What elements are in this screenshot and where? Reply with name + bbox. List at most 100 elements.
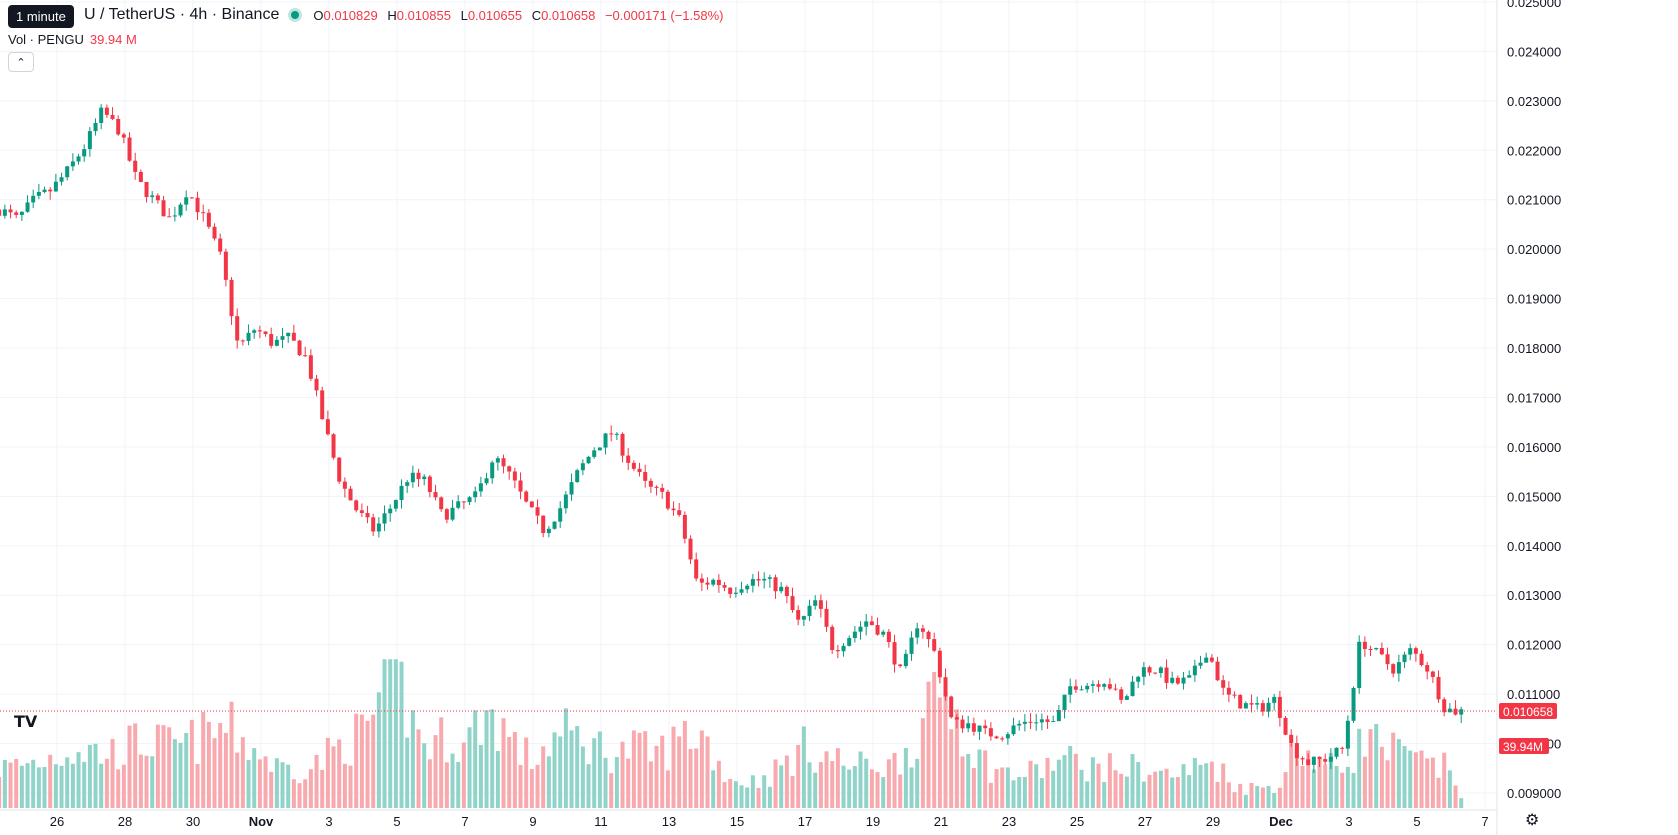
volume-bar <box>439 717 444 808</box>
collapse-legend-button[interactable]: ⌃ <box>8 52 34 72</box>
candle-body <box>303 355 308 357</box>
time-tick-label: 23 <box>1002 814 1016 829</box>
volume-bar <box>858 751 863 808</box>
candle-body <box>716 579 721 586</box>
candle-body <box>1317 756 1322 760</box>
price-tick-label: 0.009000 <box>1507 786 1561 801</box>
volume-bar <box>784 755 789 808</box>
candle-body <box>1073 686 1078 690</box>
tradingview-logo-icon[interactable]: TV <box>14 712 38 731</box>
candle-body <box>473 491 478 498</box>
volume-bar <box>320 769 325 808</box>
volume-bar <box>943 690 948 808</box>
volume-bar <box>1311 769 1316 808</box>
candle-body <box>841 645 846 652</box>
candle-body <box>53 181 58 192</box>
volume-bar <box>433 735 438 808</box>
volume-bar <box>195 764 200 808</box>
time-tick-label: 30 <box>186 814 200 829</box>
candle-body <box>529 501 534 508</box>
volume-bar <box>512 731 517 808</box>
candle-body <box>235 316 240 341</box>
volume-bar <box>1459 798 1464 808</box>
time-tick-label: 11 <box>594 814 608 829</box>
candle-body <box>433 492 438 498</box>
candle-body <box>325 419 330 435</box>
candle-body <box>263 331 268 335</box>
candle-body <box>127 137 132 161</box>
volume-bar <box>1340 772 1345 808</box>
candle-body <box>1022 721 1027 724</box>
candle-body <box>501 458 506 467</box>
volume-bar <box>252 748 257 808</box>
volume-bar <box>1402 746 1407 808</box>
volume-bar <box>597 731 602 808</box>
candle-body <box>1209 657 1214 662</box>
close-label: C <box>531 7 542 23</box>
candle-body <box>1090 684 1095 686</box>
volume-bar <box>121 764 126 808</box>
volume-bar <box>915 758 920 808</box>
volume-bar <box>269 771 274 808</box>
volume-bar <box>1051 770 1056 808</box>
symbol-title[interactable]: U / TetherUS · 4h · Binance <box>84 6 280 23</box>
volume-bar <box>1090 757 1095 808</box>
volume-bar <box>722 782 727 808</box>
volume-bar <box>620 741 625 808</box>
time-tick-label: 27 <box>1138 814 1152 829</box>
volume-bar <box>580 746 585 808</box>
candle-body <box>150 195 155 198</box>
volume-bar <box>818 762 823 808</box>
volume-bar <box>167 727 172 808</box>
volume-bar <box>422 743 427 808</box>
gear-icon[interactable]: ⚙ <box>1525 810 1540 829</box>
volume-bar <box>206 721 211 808</box>
candle-body <box>461 501 466 503</box>
candle-body <box>813 600 818 606</box>
time-tick-label: 7 <box>1481 814 1488 829</box>
volume-bar <box>133 723 138 808</box>
volume-bar <box>240 737 245 808</box>
candle-body <box>694 559 699 579</box>
volume-bar <box>59 765 64 808</box>
candle-body <box>682 514 687 539</box>
volume-bar <box>93 743 98 808</box>
volume-bar <box>161 725 166 808</box>
candle-body <box>65 166 70 178</box>
volume-bar <box>14 759 19 808</box>
candle-body <box>767 577 772 579</box>
candle-body <box>592 450 597 457</box>
volume-bar <box>467 727 472 808</box>
candle-body <box>1102 684 1107 687</box>
candle-body <box>1226 687 1231 695</box>
candle-body <box>229 279 234 317</box>
time-tick-label: 28 <box>118 814 132 829</box>
candle-body <box>563 494 568 509</box>
change-value: −0.000171 (−1.58%) <box>604 7 724 23</box>
time-axis: 26 28 30 Nov 3 5 7 9 11 13 15 17 19 21 23 25 27 29 Dec 3 5 7 <box>0 809 1497 829</box>
volume-bar <box>1102 782 1107 808</box>
candle-body <box>977 725 982 732</box>
volume-bar <box>456 761 461 808</box>
candle-body <box>314 378 319 391</box>
volume-bar <box>223 732 228 808</box>
volume-bar <box>677 736 682 808</box>
time-tick-label: 5 <box>393 814 400 829</box>
volume-bar <box>881 777 886 808</box>
grid <box>0 0 1497 810</box>
candle-body <box>1119 689 1124 700</box>
volume-bar <box>648 761 653 808</box>
candle-body <box>416 472 421 480</box>
volume-bars <box>0 659 1464 808</box>
volume-bar <box>1345 766 1350 808</box>
volume-bar <box>1277 787 1282 808</box>
volume-bar <box>1204 763 1209 808</box>
volume-bar <box>1374 724 1379 808</box>
candle-body <box>439 497 444 510</box>
candle-body <box>954 717 959 720</box>
time-tick-label: 3 <box>1345 814 1352 829</box>
price-tick-label: 0.020000 <box>1507 242 1561 257</box>
volume-value: 39.94 M <box>89 32 137 47</box>
time-tick-label: 19 <box>866 814 880 829</box>
